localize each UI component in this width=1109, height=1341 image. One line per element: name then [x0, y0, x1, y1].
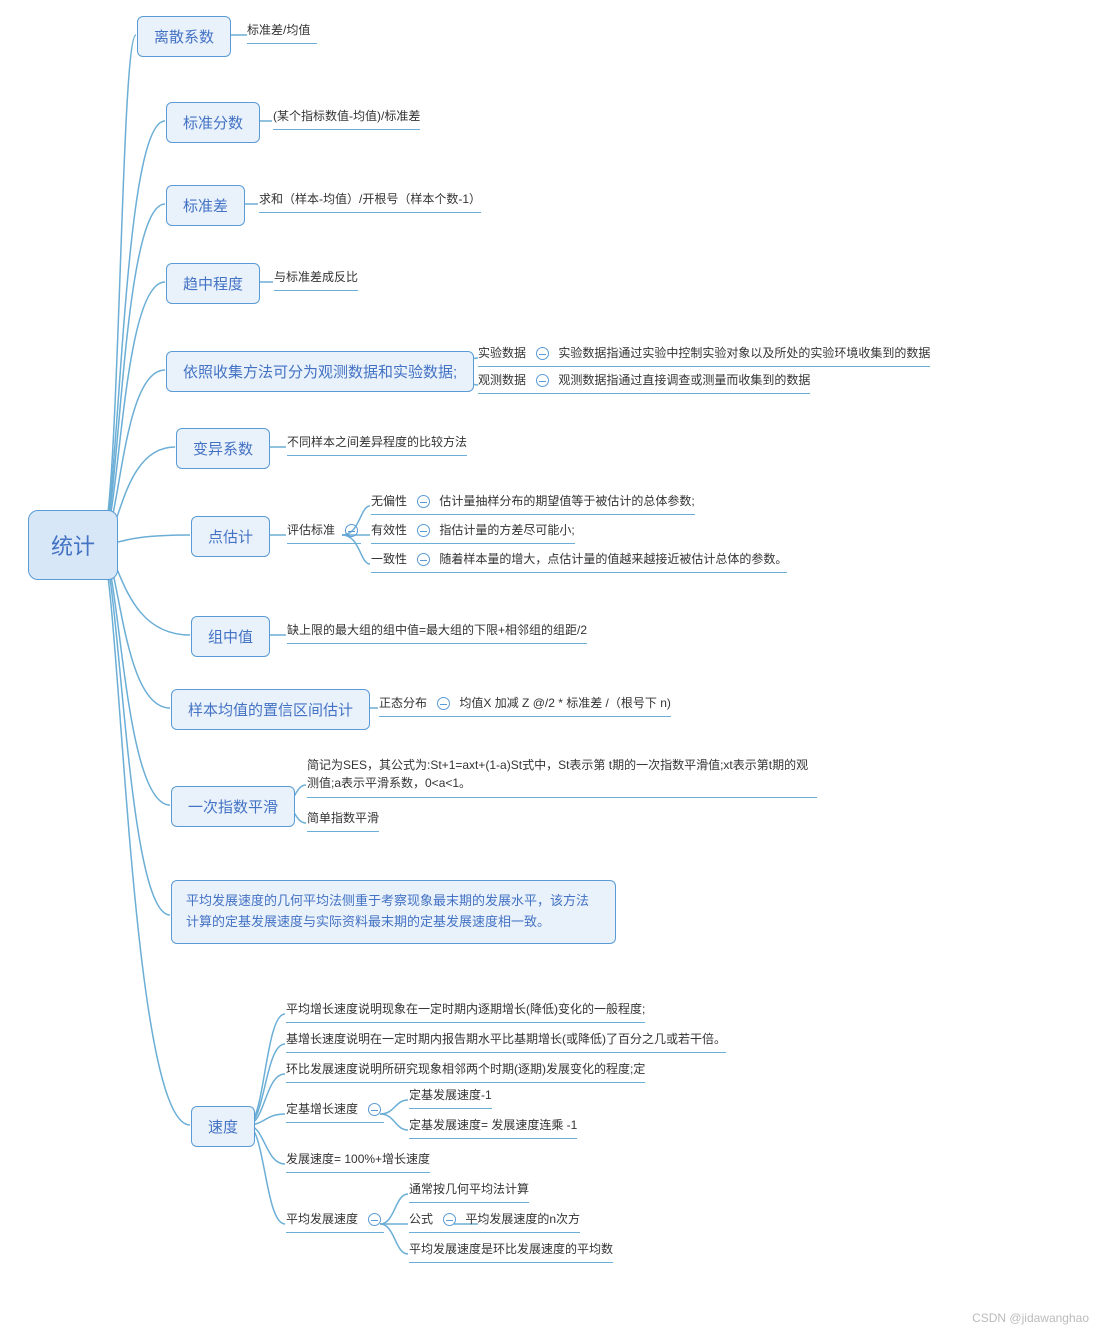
branch-pjfzsd[interactable]: 平均发展速度的几何平均法侧重于考察现象最末期的发展水平，该方法计算的定基发展速度…: [171, 880, 616, 944]
leaf: 标准差/均值: [247, 21, 317, 44]
branch-bzfs[interactable]: 标准分数: [166, 102, 260, 143]
leaf: 环比发展速度说明所研究现象相邻两个时期(逐期)发展变化的程度;定: [286, 1060, 645, 1083]
branch-dgj[interactable]: 点估计: [191, 516, 270, 557]
leaf: (某个指标数值-均值)/标准差: [273, 107, 420, 130]
leaf: 平均增长速度说明现象在一定时期内逐期增长(降低)变化的一般程度;: [286, 1000, 645, 1023]
branch-yczsph[interactable]: 一次指数平滑: [171, 786, 295, 827]
leaf: 定基发展速度= 发展速度连乘 -1: [409, 1116, 577, 1139]
collapse-icon[interactable]: [345, 524, 358, 537]
leaf: 简单指数平滑: [307, 809, 379, 832]
sub-wpx[interactable]: 无偏性 估计量抽样分布的期望值等于被估计的总体参数;: [371, 492, 695, 515]
branch-qzcd[interactable]: 趋中程度: [166, 263, 260, 304]
sub-gcsj[interactable]: 观测数据 观测数据指通过直接调查或测量而收集到的数据: [478, 371, 810, 394]
branch-zxqj[interactable]: 样本均值的置信区间估计: [171, 689, 370, 730]
sub-yxx[interactable]: 有效性 指估计量的方差尽可能小;: [371, 521, 575, 544]
branch-byxs[interactable]: 变异系数: [176, 428, 270, 469]
watermark: CSDN @jidawanghao: [972, 1311, 1089, 1325]
leaf: 通常按几何平均法计算: [409, 1180, 529, 1203]
sub-djzzsd[interactable]: 定基增长速度: [286, 1100, 384, 1123]
branch-zzz[interactable]: 组中值: [191, 616, 270, 657]
collapse-icon[interactable]: [417, 553, 430, 566]
collapse-icon[interactable]: [443, 1213, 456, 1226]
sub-sysj[interactable]: 实验数据 实验数据指通过实验中控制实验对象以及所处的实验环境收集到的数据: [478, 344, 930, 367]
leaf: 简记为SES，其公式为:St+1=axt+(1-a)St式中，St表示第 t期的…: [307, 756, 817, 798]
collapse-icon[interactable]: [437, 697, 450, 710]
leaf: 求和（样本-均值）/开根号（样本个数-1）: [259, 190, 481, 213]
leaf: 不同样本之间差异程度的比较方法: [287, 433, 467, 456]
collapse-icon[interactable]: [536, 347, 549, 360]
sub-ztfb[interactable]: 正态分布 均值X 加减 Z @/2 * 标准差 /（根号下 n): [379, 694, 671, 717]
root-label: 统计: [51, 534, 95, 559]
collapse-icon[interactable]: [368, 1103, 381, 1116]
collapse-icon[interactable]: [536, 374, 549, 387]
collapse-icon[interactable]: [417, 524, 430, 537]
branch-sjff[interactable]: 依照收集方法可分为观测数据和实验数据;: [166, 351, 474, 392]
mindmap-canvas: 统计 离散系数 标准差/均值 标准分数 (某个指标数值-均值)/标准差 标准差 …: [10, 10, 1099, 1331]
sub-gs[interactable]: 公式 平均发展速度的n次方: [409, 1210, 580, 1233]
branch-bzc[interactable]: 标准差: [166, 185, 245, 226]
sub-pjfzsd2[interactable]: 平均发展速度: [286, 1210, 384, 1233]
leaf: 缺上限的最大组的组中值=最大组的下限+相邻组的组距/2: [287, 621, 587, 644]
leaf: 基增长速度说明在一定时期内报告期水平比基期增长(或降低)了百分之几或若干倍。: [286, 1030, 726, 1053]
sub-pgbz[interactable]: 评估标准: [287, 521, 361, 544]
root-node[interactable]: 统计: [28, 510, 118, 580]
branch-lsxs[interactable]: 离散系数: [137, 16, 231, 57]
leaf: 定基发展速度-1: [409, 1086, 492, 1109]
collapse-icon[interactable]: [417, 495, 430, 508]
branch-speed[interactable]: 速度: [191, 1106, 255, 1147]
sub-yzx[interactable]: 一致性 随着样本量的增大，点估计量的值越来越接近被估计总体的参数。: [371, 550, 787, 573]
collapse-icon[interactable]: [368, 1213, 381, 1226]
leaf: 发展速度= 100%+增长速度: [286, 1150, 430, 1173]
leaf: 与标准差成反比: [274, 268, 358, 291]
leaf: 平均发展速度是环比发展速度的平均数: [409, 1240, 613, 1263]
